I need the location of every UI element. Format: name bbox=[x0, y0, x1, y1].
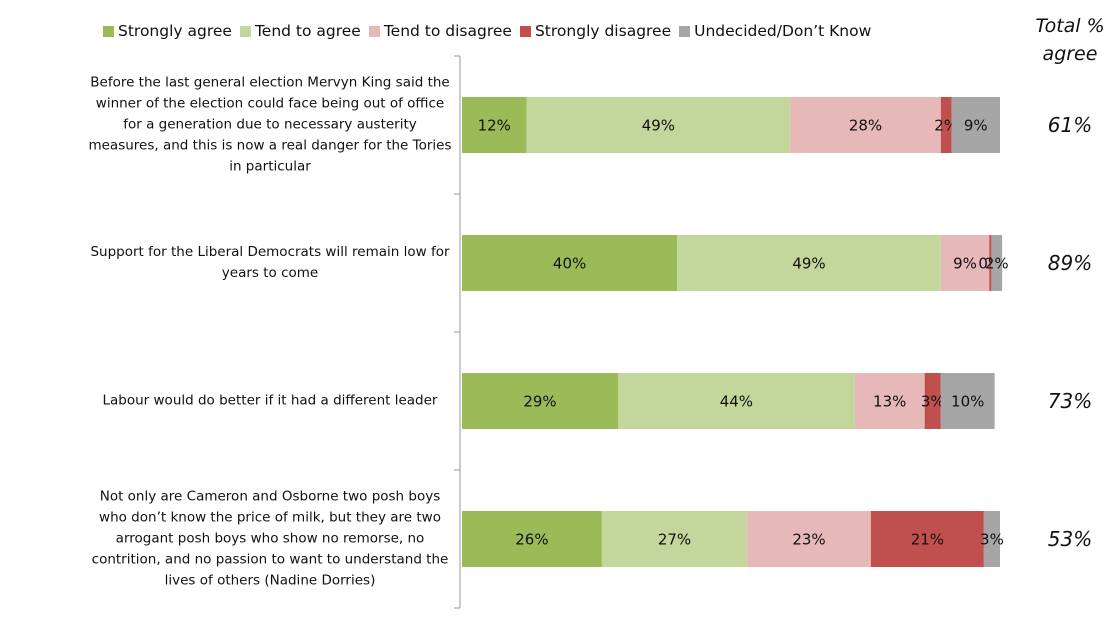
category-label: Labour would do better if it had a diffe… bbox=[102, 392, 438, 409]
bar-segment bbox=[677, 235, 941, 291]
bar-segment bbox=[618, 373, 855, 429]
legend-swatch bbox=[368, 25, 380, 37]
bar-segment bbox=[790, 97, 941, 153]
value-label: 12% bbox=[478, 117, 511, 135]
legend-item: Strongly disagree bbox=[519, 22, 672, 40]
bar-segment bbox=[983, 511, 1000, 567]
value-label: 27% bbox=[658, 531, 691, 549]
legend-label: Tend to agree bbox=[254, 22, 361, 40]
bar-segment bbox=[940, 235, 990, 291]
value-label: 49% bbox=[792, 255, 825, 273]
bar-segment bbox=[601, 511, 748, 567]
legend-item: Tend to disagree bbox=[368, 22, 512, 40]
bar-segment bbox=[940, 97, 952, 153]
category-label: Support for the Liberal Democrats will r… bbox=[90, 244, 450, 281]
bar-segment bbox=[870, 511, 984, 567]
bar-segment bbox=[854, 373, 925, 429]
bar-segment bbox=[526, 97, 791, 153]
value-label: 29% bbox=[523, 393, 556, 411]
bar-segment bbox=[462, 373, 619, 429]
legend-item: Tend to agree bbox=[239, 22, 361, 40]
legend-label: Strongly disagree bbox=[534, 22, 672, 40]
legend: Strongly agree Tend to agree Tend to disag… bbox=[103, 22, 871, 40]
bar-segment bbox=[462, 235, 678, 291]
total-label: 61% bbox=[1047, 113, 1093, 137]
legend-item: Strongly agree bbox=[103, 22, 232, 40]
total-label: 73% bbox=[1047, 389, 1093, 413]
legend-swatch bbox=[519, 25, 531, 37]
total-header: Total % agree bbox=[1035, 15, 1105, 65]
value-label: 49% bbox=[642, 117, 675, 135]
legend-swatch bbox=[239, 25, 251, 37]
total-label: 89% bbox=[1047, 251, 1093, 275]
value-label: 23% bbox=[792, 531, 825, 549]
legend-label: Strongly agree bbox=[118, 22, 232, 40]
category-label: Before the last general election Mervyn … bbox=[88, 74, 452, 175]
bar-segment bbox=[924, 373, 941, 429]
legend-swatch bbox=[679, 25, 691, 37]
value-label: 44% bbox=[720, 393, 753, 411]
bar-segment bbox=[991, 235, 1003, 291]
value-label: 9% bbox=[964, 117, 988, 135]
value-label: 9% bbox=[953, 255, 977, 273]
legend-swatch bbox=[103, 25, 114, 37]
legend-label: Tend to disagree bbox=[383, 22, 512, 40]
value-label: 26% bbox=[515, 531, 548, 549]
bar-segment bbox=[940, 373, 995, 429]
bar-segment bbox=[747, 511, 871, 567]
bar-segment bbox=[951, 97, 1000, 153]
value-label: 3% bbox=[921, 393, 945, 411]
value-label: 21% bbox=[911, 531, 944, 549]
value-label: 10% bbox=[951, 393, 984, 411]
value-label: 2% bbox=[985, 255, 1009, 273]
bar-segment bbox=[462, 97, 527, 153]
bar-segment bbox=[462, 511, 602, 567]
value-label: 3% bbox=[980, 531, 1004, 549]
legend-label: Undecided/Don’t Know bbox=[694, 22, 872, 40]
legend-item: Undecided/Don’t Know bbox=[679, 22, 871, 40]
value-label: 13% bbox=[873, 393, 906, 411]
bar-segment bbox=[989, 235, 992, 291]
value-label: 28% bbox=[849, 117, 882, 135]
total-label: 53% bbox=[1047, 527, 1093, 551]
category-label: Not only are Cameron and Osborne two pos… bbox=[91, 488, 449, 589]
value-label: 40% bbox=[553, 255, 586, 273]
